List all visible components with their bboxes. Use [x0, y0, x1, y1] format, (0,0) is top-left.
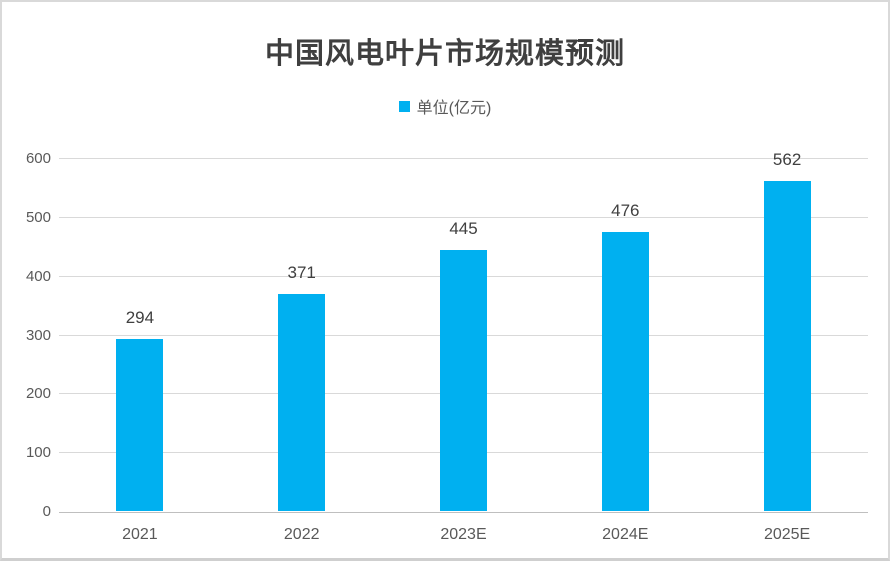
legend: 单位(亿元): [2, 94, 888, 118]
bar-2024E: [601, 231, 649, 511]
gridline-600: [59, 158, 868, 159]
bar-2022: [278, 293, 326, 511]
y-tick-label-300: 300: [25, 326, 51, 344]
bar-value-label-2024E: 476: [611, 200, 640, 220]
y-tick-label-400: 400: [25, 267, 51, 285]
plot-area: 294 2021 371 2022 445 2023E 476 2024E 562 2025E: [59, 150, 868, 543]
bar-value-label-2021: 294: [125, 308, 155, 328]
legend-swatch-icon: [398, 100, 410, 112]
gridline-0: [59, 512, 868, 513]
gridline-500: [59, 216, 868, 218]
bar-value-label-2025E: 562: [772, 150, 802, 170]
bar-value-label-2023E: 445: [449, 219, 478, 239]
y-tick-label-500: 500: [25, 208, 51, 226]
x-tick-label-2022: 2022: [283, 526, 320, 543]
bar-value-label-2022: 371: [287, 262, 316, 282]
y-axis-labels: 0 100 200 300 400 500 600: [8, 150, 51, 520]
y-tick-label-600: 600: [25, 150, 51, 167]
x-tick-label-2021: 2021: [122, 526, 158, 543]
bar-2023E: [440, 250, 487, 511]
chart-title: 中国风电叶片市场规模预测: [264, 36, 625, 70]
y-tick-label-100: 100: [25, 444, 51, 462]
x-tick-label-2024E: 2024E: [602, 526, 649, 543]
x-tick-label-2025E: 2025E: [763, 526, 811, 543]
bar-2025E: [763, 181, 811, 511]
legend-label: 单位(亿元): [416, 100, 492, 117]
x-tick-label-2023E: 2023E: [440, 526, 487, 543]
bar-2021: [116, 339, 164, 511]
y-tick-label-0: 0: [42, 503, 51, 520]
y-tick-label-200: 200: [25, 385, 51, 403]
